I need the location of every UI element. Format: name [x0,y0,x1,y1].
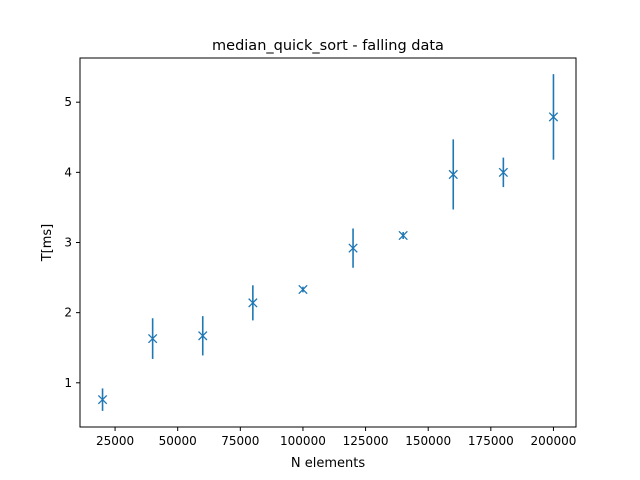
y-tick-label: 3 [64,236,72,250]
data-point [448,169,458,180]
x-tick-label: 50000 [159,434,197,448]
x-axis: 25000 50000 75000 100000 125000 150000 175000 2… [96,427,576,448]
data-point [97,394,108,405]
data-point [298,284,308,295]
y-tick-label: 4 [64,165,72,179]
plot-area [97,74,559,411]
data-point [498,167,509,178]
y-tick-label: 5 [64,95,72,109]
y-axis: 1 2 3 4 5 [64,95,80,390]
y-tick-label: 1 [64,376,72,390]
x-tick-label: 200000 [531,434,577,448]
data-point [248,298,258,308]
x-axis-label: N elements [291,456,365,471]
data-point [348,243,358,253]
x-tick-label: 150000 [405,434,451,448]
data-point [398,230,408,241]
data-point [548,112,559,122]
x-tick-label: 25000 [96,434,134,448]
x-tick-label: 125000 [343,434,389,448]
y-axis-label: T[ms] [40,224,55,263]
data-point [147,333,158,344]
data-point [198,331,208,341]
x-tick-label: 75000 [221,434,259,448]
x-tick-label: 100000 [280,434,326,448]
y-tick-label: 2 [64,306,72,320]
chart-title: median_quick_sort - falling data [212,38,444,54]
x-tick-label: 175000 [468,434,514,448]
